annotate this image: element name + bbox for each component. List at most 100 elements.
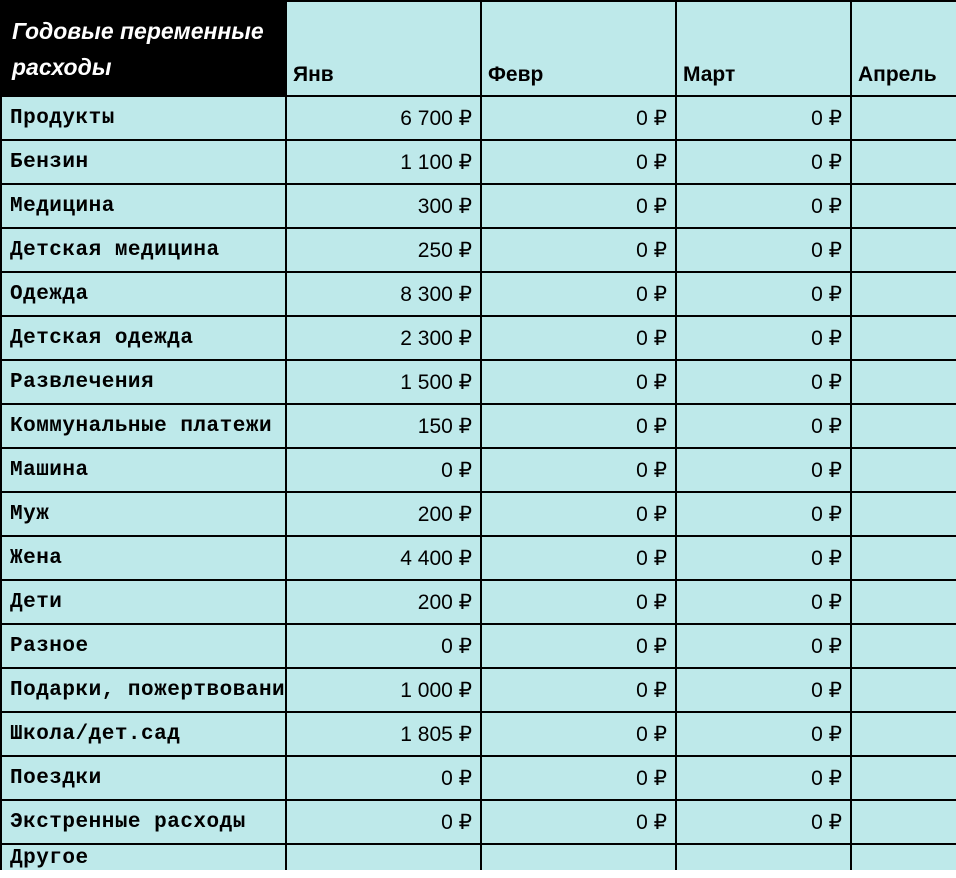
value-cell[interactable]: 0 ₽ [481,96,676,140]
value-cell[interactable]: 0 ₽ [676,668,851,712]
value-cell[interactable] [851,448,956,492]
month-header-jan[interactable]: Янв [286,1,481,96]
value-cell[interactable]: 0 ₽ [676,756,851,800]
title-line-2: расходы [12,54,111,80]
value-cell[interactable] [851,492,956,536]
value-cell[interactable]: 0 ₽ [676,272,851,316]
category-cell[interactable]: Машина [1,448,286,492]
value-cell[interactable]: 0 ₽ [481,360,676,404]
value-cell[interactable]: 200 ₽ [286,580,481,624]
value-cell[interactable]: 1 000 ₽ [286,668,481,712]
value-cell[interactable]: 200 ₽ [286,492,481,536]
value-cell[interactable]: 0 ₽ [481,140,676,184]
value-cell[interactable] [851,712,956,756]
value-cell[interactable]: 0 ₽ [676,624,851,668]
category-cell[interactable]: Детская одежда [1,316,286,360]
value-cell[interactable] [851,580,956,624]
value-cell[interactable]: 1 500 ₽ [286,360,481,404]
value-cell[interactable] [481,844,676,870]
category-cell[interactable]: Продукты [1,96,286,140]
value-cell[interactable]: 4 400 ₽ [286,536,481,580]
value-cell[interactable]: 0 ₽ [481,404,676,448]
value-cell[interactable]: 0 ₽ [676,404,851,448]
value-cell[interactable]: 250 ₽ [286,228,481,272]
value-cell[interactable]: 300 ₽ [286,184,481,228]
month-header-mar[interactable]: Март [676,1,851,96]
value-cell[interactable] [851,228,956,272]
value-cell[interactable] [851,800,956,844]
value-cell[interactable]: 0 ₽ [676,96,851,140]
value-cell[interactable]: 0 ₽ [481,492,676,536]
value-cell[interactable]: 0 ₽ [481,800,676,844]
value-cell[interactable] [851,184,956,228]
month-header-feb[interactable]: Февр [481,1,676,96]
value-cell[interactable]: 0 ₽ [676,360,851,404]
value-cell[interactable]: 8 300 ₽ [286,272,481,316]
value-cell[interactable]: 0 ₽ [481,272,676,316]
value-cell[interactable]: 0 ₽ [676,140,851,184]
value-cell[interactable] [851,668,956,712]
value-cell[interactable]: 0 ₽ [676,184,851,228]
value-cell[interactable]: 0 ₽ [481,580,676,624]
value-cell[interactable]: 0 ₽ [481,668,676,712]
value-cell[interactable]: 0 ₽ [286,624,481,668]
category-cell[interactable]: Экстренные расходы [1,800,286,844]
value-cell[interactable]: 1 805 ₽ [286,712,481,756]
category-cell[interactable]: Развлечения [1,360,286,404]
value-cell[interactable]: 0 ₽ [286,800,481,844]
table-row: Другое [1,844,956,870]
value-cell[interactable]: 0 ₽ [481,228,676,272]
value-cell[interactable]: 0 ₽ [676,316,851,360]
value-cell[interactable]: 0 ₽ [481,712,676,756]
value-cell[interactable] [851,316,956,360]
value-cell[interactable]: 6 700 ₽ [286,96,481,140]
category-cell[interactable]: Поездки [1,756,286,800]
value-cell[interactable]: 0 ₽ [481,624,676,668]
value-cell[interactable] [851,360,956,404]
category-cell[interactable]: Медицина [1,184,286,228]
table-row: Школа/дет.сад1 805 ₽0 ₽0 ₽ [1,712,956,756]
value-cell[interactable]: 0 ₽ [481,316,676,360]
category-cell[interactable]: Дети [1,580,286,624]
category-cell[interactable]: Муж [1,492,286,536]
category-cell[interactable]: Коммунальные платежи [1,404,286,448]
table-row: Бензин1 100 ₽0 ₽0 ₽ [1,140,956,184]
value-cell[interactable] [851,140,956,184]
value-cell[interactable] [676,844,851,870]
value-cell[interactable] [851,404,956,448]
value-cell[interactable]: 0 ₽ [676,712,851,756]
value-cell[interactable]: 150 ₽ [286,404,481,448]
value-cell[interactable]: 0 ₽ [286,756,481,800]
value-cell[interactable]: 0 ₽ [676,536,851,580]
category-cell[interactable]: Школа/дет.сад [1,712,286,756]
category-cell[interactable]: Другое [1,844,286,870]
table-row: Продукты6 700 ₽0 ₽0 ₽ [1,96,956,140]
category-cell[interactable]: Детская медицина [1,228,286,272]
value-cell[interactable]: 0 ₽ [481,184,676,228]
category-cell[interactable]: Жена [1,536,286,580]
value-cell[interactable]: 0 ₽ [676,492,851,536]
value-cell[interactable] [851,756,956,800]
value-cell[interactable] [851,536,956,580]
value-cell[interactable]: 0 ₽ [676,228,851,272]
category-cell[interactable]: Подарки, пожертвования [1,668,286,712]
category-cell[interactable]: Бензин [1,140,286,184]
value-cell[interactable] [851,844,956,870]
value-cell[interactable]: 0 ₽ [676,448,851,492]
value-cell[interactable]: 0 ₽ [286,448,481,492]
value-cell[interactable] [851,272,956,316]
category-cell[interactable]: Одежда [1,272,286,316]
value-cell[interactable]: 0 ₽ [481,756,676,800]
value-cell[interactable]: 0 ₽ [481,448,676,492]
table-body: Продукты6 700 ₽0 ₽0 ₽Бензин1 100 ₽0 ₽0 ₽… [1,96,956,870]
category-cell[interactable]: Разное [1,624,286,668]
value-cell[interactable] [286,844,481,870]
value-cell[interactable]: 2 300 ₽ [286,316,481,360]
month-header-apr[interactable]: Апрель [851,1,956,96]
value-cell[interactable]: 1 100 ₽ [286,140,481,184]
value-cell[interactable] [851,96,956,140]
value-cell[interactable]: 0 ₽ [676,580,851,624]
value-cell[interactable] [851,624,956,668]
value-cell[interactable]: 0 ₽ [676,800,851,844]
value-cell[interactable]: 0 ₽ [481,536,676,580]
